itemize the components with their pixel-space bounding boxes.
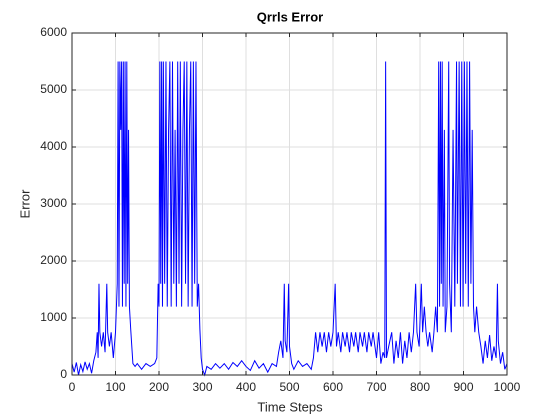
x-tick-label: 600 — [323, 380, 343, 394]
axes-box — [71, 32, 508, 376]
y-tick-label: 5000 — [40, 82, 67, 96]
y-tick-label: 0 — [60, 367, 67, 381]
y-axis-label: Error — [17, 189, 32, 219]
y-tick-label: 6000 — [40, 25, 67, 39]
y-tick-label: 4000 — [40, 139, 67, 153]
x-tick-label: 400 — [236, 380, 256, 394]
x-tick-label: 500 — [279, 380, 299, 394]
chart-title: Qrrls Error — [257, 9, 323, 24]
x-tick-label: 0 — [69, 380, 76, 394]
x-tick-label: 100 — [105, 380, 125, 394]
x-axis-label: Time Steps — [257, 399, 323, 414]
y-tick-label: 3000 — [40, 196, 67, 210]
x-tick-label: 200 — [149, 380, 169, 394]
data-line — [71, 61, 508, 377]
x-tick-label: 800 — [410, 380, 430, 394]
x-tick-label: 900 — [453, 380, 473, 394]
x-tick-label: 1000 — [494, 380, 521, 394]
y-tick-label: 2000 — [40, 253, 67, 267]
x-tick-label: 700 — [366, 380, 386, 394]
x-tick-label: 300 — [192, 380, 212, 394]
y-tick-label: 1000 — [40, 310, 67, 324]
